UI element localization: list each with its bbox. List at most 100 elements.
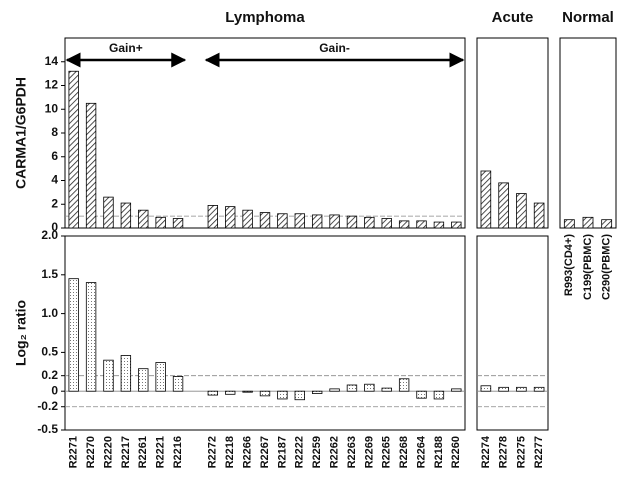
bar [68,70,79,229]
x-tick-label: R2217 [120,436,132,468]
x-tick-label: R2259 [311,436,323,468]
bar [155,216,166,229]
annotation-label: Gain+ [109,41,143,55]
x-tick-label: R2188 [433,436,445,468]
bar [103,196,114,229]
panel-frame [559,37,617,229]
x-tick-label: C290(PBMC) [601,234,613,300]
bar [103,359,114,392]
panel-frame [64,235,466,431]
bar [381,218,392,229]
bar [329,214,340,229]
x-tick-label: R2270 [85,436,97,468]
y-axis-label: Log₂ ratio [13,300,29,366]
bar [172,218,184,229]
bar [294,390,305,401]
annotation-label: Gain- [319,41,350,55]
x-tick-label: R2187 [276,436,288,468]
bar [120,202,132,229]
x-tick-label: R2221 [155,436,167,468]
x-tick-label: R2266 [242,436,254,468]
panel-title: Normal [562,9,614,26]
bar [533,386,545,392]
x-tick-label: R2264 [415,435,427,468]
y-tick-label: 0.5 [41,345,58,359]
bar [207,390,219,396]
bar [68,278,79,392]
y-tick-label: 12 [45,78,59,92]
y-axis-label: CARMA1/G6PDH [13,77,29,189]
x-tick-label: R993(CD4+) [563,234,575,296]
bar [433,390,445,400]
y-tick-label: -0.5 [37,422,58,436]
x-tick-label: C199(PBMC) [582,234,594,300]
panel-frame [476,37,549,229]
y-tick-label: 0 [51,383,58,397]
x-tick-label: R2267 [259,436,271,468]
bar [85,102,97,229]
bar [311,214,323,229]
panel-title: Acute [492,9,534,26]
bar [242,209,253,229]
x-tick-label: R2278 [498,436,510,468]
bar [381,387,392,392]
x-tick-label: R2263 [346,436,358,468]
x-tick-label: R2275 [515,436,527,468]
x-tick-label: R2272 [207,436,219,468]
bar [451,221,462,229]
bar [242,390,253,393]
y-tick-label: 0 [51,220,58,234]
bar [294,213,305,229]
y-tick-label: 0.2 [41,368,58,382]
x-tick-label: R2277 [533,436,545,468]
bar [259,390,271,397]
y-tick-label: 2.0 [41,228,58,242]
y-tick-label: 14 [45,54,59,68]
bar [433,221,445,229]
x-tick-label: R2274 [480,435,492,468]
bar [207,205,219,229]
x-tick-label: R2261 [137,436,149,468]
bar [277,390,288,400]
bar [225,390,236,395]
x-tick-label: R2265 [381,436,393,468]
x-tick-label: R2262 [328,436,340,468]
bar [329,388,340,392]
bar [85,282,97,392]
bar [346,215,358,229]
y-tick-label: 2 [51,196,58,210]
bar [451,388,462,392]
bar [563,219,575,229]
panel-frame [476,235,549,431]
bar [416,220,427,229]
bar [480,170,492,229]
x-tick-label: R2260 [450,436,462,468]
x-tick-label: R2222 [294,436,306,468]
y-tick-label: 1.0 [41,306,58,320]
bar [155,362,166,392]
y-tick-label: 1.5 [41,267,58,281]
x-tick-label: R2271 [68,436,80,468]
y-tick-label: 4 [51,173,58,187]
panel-frame [64,37,466,229]
bar [138,368,149,392]
bar [225,206,236,229]
bar [311,390,323,394]
y-tick-label: 8 [51,125,58,139]
bar [277,213,288,229]
bar [498,182,509,229]
bar [498,386,509,392]
x-tick-label: R2216 [172,436,184,468]
bar [364,383,375,392]
x-tick-label: R2269 [363,436,375,468]
bar [533,202,545,229]
y-tick-label: 6 [51,149,58,163]
bar [346,384,358,392]
bar [582,216,594,229]
bar [259,212,271,229]
x-tick-label: R2218 [224,436,236,468]
bar [398,378,410,392]
bar [416,390,427,399]
panel-title: Lymphoma [225,9,305,26]
